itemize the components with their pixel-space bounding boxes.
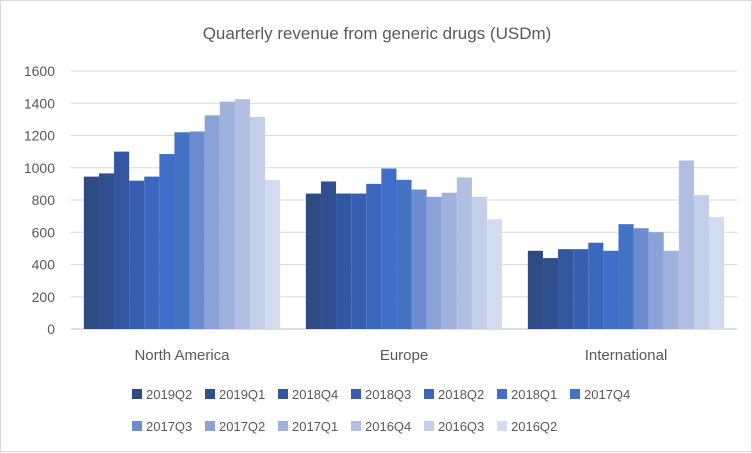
legend-label: 2017Q1 xyxy=(292,419,338,434)
bar xyxy=(573,249,589,329)
legend-swatch xyxy=(497,389,507,399)
bar xyxy=(527,250,543,329)
x-category-label: Europe xyxy=(380,347,428,364)
y-tick-label: 1200 xyxy=(24,128,55,144)
bar xyxy=(144,176,160,329)
bar xyxy=(159,154,175,329)
legend-label: 2019Q2 xyxy=(146,387,192,402)
x-axis-categories: North America Europe International xyxy=(134,347,667,364)
legend-swatch xyxy=(424,389,434,399)
bar xyxy=(709,216,725,329)
bar xyxy=(618,224,634,329)
bar xyxy=(542,258,559,329)
bar xyxy=(426,196,442,329)
legend-label: 2018Q4 xyxy=(292,387,338,402)
x-category-label: North America xyxy=(134,347,230,364)
bar xyxy=(265,179,281,329)
legend-swatch xyxy=(351,421,361,431)
bar xyxy=(381,168,397,329)
bar xyxy=(633,228,649,329)
legend-label: 2019Q1 xyxy=(219,387,265,402)
bar xyxy=(174,132,190,329)
legend-swatch xyxy=(132,421,142,431)
legend-swatch xyxy=(205,389,215,399)
bar xyxy=(396,179,412,329)
bar xyxy=(129,180,145,329)
bar xyxy=(558,249,574,329)
y-tick-label: 400 xyxy=(32,257,56,273)
bar xyxy=(471,196,488,329)
x-category-label: International xyxy=(585,347,668,364)
bar xyxy=(693,195,710,329)
bar xyxy=(189,131,205,329)
bar xyxy=(336,193,352,329)
legend-swatch xyxy=(205,421,215,431)
bar xyxy=(204,115,220,329)
bars xyxy=(83,99,725,329)
legend-swatch xyxy=(570,389,580,399)
bar xyxy=(320,181,337,329)
bar xyxy=(305,193,321,329)
bar xyxy=(234,99,250,329)
legend-swatch xyxy=(424,421,434,431)
bar xyxy=(249,116,266,329)
y-tick-label: 1000 xyxy=(24,160,55,176)
legend-swatch xyxy=(132,389,142,399)
legend-swatch xyxy=(497,421,507,431)
bar xyxy=(351,193,367,329)
bar xyxy=(411,189,427,329)
legend-label: 2018Q1 xyxy=(511,387,557,402)
bar xyxy=(83,176,99,329)
legend-label: 2016Q3 xyxy=(438,419,484,434)
y-tick-label: 800 xyxy=(32,192,56,208)
legend-label: 2018Q2 xyxy=(438,387,484,402)
bar xyxy=(219,101,235,329)
bar xyxy=(588,242,604,329)
bar xyxy=(366,183,382,329)
legend-label: 2016Q2 xyxy=(511,419,557,434)
y-tick-label: 200 xyxy=(32,289,56,305)
bar xyxy=(663,250,679,329)
bar xyxy=(487,219,503,329)
y-tick-label: 1600 xyxy=(24,63,55,79)
legend-label: 2017Q3 xyxy=(146,419,192,434)
bar xyxy=(114,151,130,329)
legend-swatch xyxy=(278,389,288,399)
legend-label: 2017Q2 xyxy=(219,419,265,434)
chart-title: Quarterly revenue from generic drugs (US… xyxy=(203,24,552,43)
legend: 2019Q2 2019Q1 2018Q4 2018Q3 2018Q2 2018Q1 2017… xyxy=(132,387,630,434)
legend-label: 2018Q3 xyxy=(365,387,411,402)
legend-swatch xyxy=(351,389,361,399)
bar xyxy=(603,250,619,329)
y-tick-label: 600 xyxy=(32,224,56,240)
bar xyxy=(441,192,457,329)
bar xyxy=(648,232,664,329)
bar xyxy=(678,160,694,329)
y-tick-label: 0 xyxy=(47,321,55,337)
y-axis-ticks: 0 200 400 600 800 1000 1200 1400 1600 xyxy=(24,63,55,337)
y-tick-label: 1400 xyxy=(24,95,55,111)
bar xyxy=(98,173,115,329)
legend-label: 2017Q4 xyxy=(584,387,630,402)
bar xyxy=(456,177,472,329)
legend-label: 2016Q4 xyxy=(365,419,411,434)
legend-swatch xyxy=(278,421,288,431)
